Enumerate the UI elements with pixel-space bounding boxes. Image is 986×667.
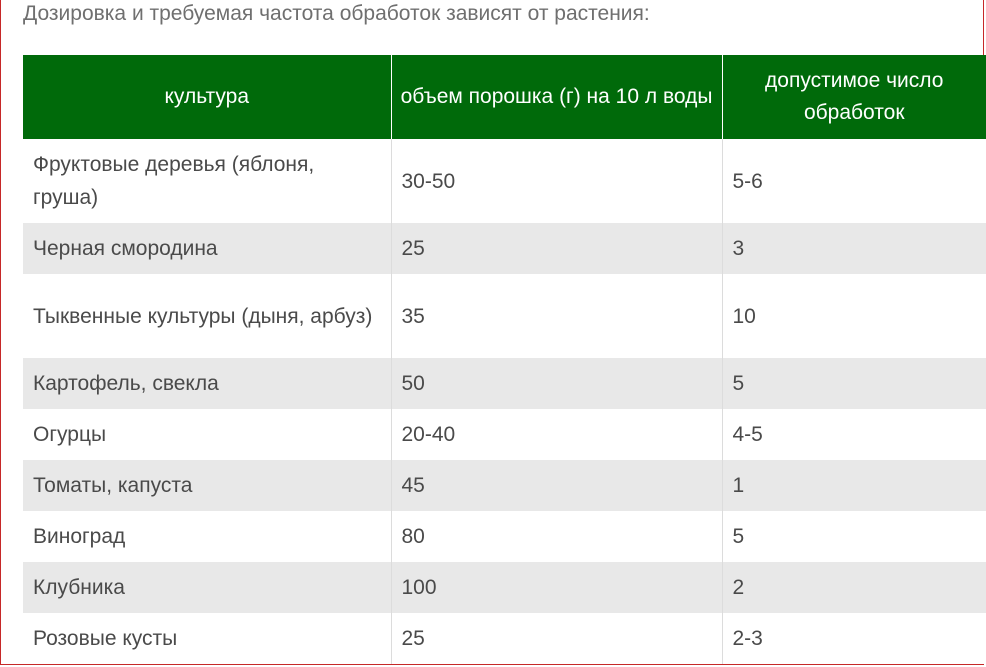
cell-powder-amount: 30-50 [391, 139, 723, 223]
table-row: Тыквенные культуры (дыня, арбуз) 35 10 [23, 274, 986, 358]
cell-treatment-count: 3 [722, 223, 986, 274]
table-row: Клубника 100 2 [23, 562, 986, 613]
cell-powder-amount: 80 [391, 511, 723, 562]
cell-crop: Розовые кусты [23, 613, 392, 664]
cell-crop: Фруктовые деревья (яблоня, груша) [23, 139, 392, 223]
cell-crop: Виноград [23, 511, 392, 562]
cell-powder-amount: 35 [391, 274, 723, 358]
cell-powder-amount: 100 [391, 562, 723, 613]
table-row: Картофель, свекла 50 5 [23, 358, 986, 409]
cell-crop: Черная смородина [23, 223, 392, 274]
cell-crop: Огурцы [23, 409, 392, 460]
table-row: Черная смородина 25 3 [23, 223, 986, 274]
cell-crop: Клубника [23, 562, 392, 613]
table-row: Розовые кусты 25 2-3 [23, 613, 986, 664]
header-crop: культура [23, 55, 392, 139]
cell-treatment-count: 4-5 [722, 409, 986, 460]
cell-powder-amount: 25 [391, 613, 723, 664]
cell-treatment-count: 10 [722, 274, 986, 358]
header-powder-amount: объем порошка (г) на 10 л воды [391, 55, 723, 139]
table-row: Томаты, капуста 45 1 [23, 460, 986, 511]
cell-powder-amount: 25 [391, 223, 723, 274]
cell-crop: Томаты, капуста [23, 460, 392, 511]
cell-powder-amount: 20-40 [391, 409, 723, 460]
table-header-row: культура объем порошка (г) на 10 л воды … [23, 55, 986, 139]
table-row: Виноград 80 5 [23, 511, 986, 562]
cell-powder-amount: 45 [391, 460, 723, 511]
cell-crop: Тыквенные культуры (дыня, арбуз) [23, 274, 392, 358]
cell-powder-amount: 50 [391, 358, 723, 409]
cell-treatment-count: 2-3 [722, 613, 986, 664]
dosage-table: культура объем порошка (г) на 10 л воды … [23, 55, 986, 664]
cell-treatment-count: 5 [722, 511, 986, 562]
dosage-table-container: культура объем порошка (г) на 10 л воды … [23, 55, 986, 664]
intro-text: Дозировка и требуемая частота обработок … [23, 2, 650, 25]
cell-crop: Картофель, свекла [23, 358, 392, 409]
cell-treatment-count: 2 [722, 562, 986, 613]
table-row: Фруктовые деревья (яблоня, груша) 30-50 … [23, 139, 986, 223]
cell-treatment-count: 5 [722, 358, 986, 409]
cell-treatment-count: 1 [722, 460, 986, 511]
table-row: Огурцы 20-40 4-5 [23, 409, 986, 460]
header-treatment-count: допустимое число обработок [722, 55, 986, 139]
cell-treatment-count: 5-6 [722, 139, 986, 223]
